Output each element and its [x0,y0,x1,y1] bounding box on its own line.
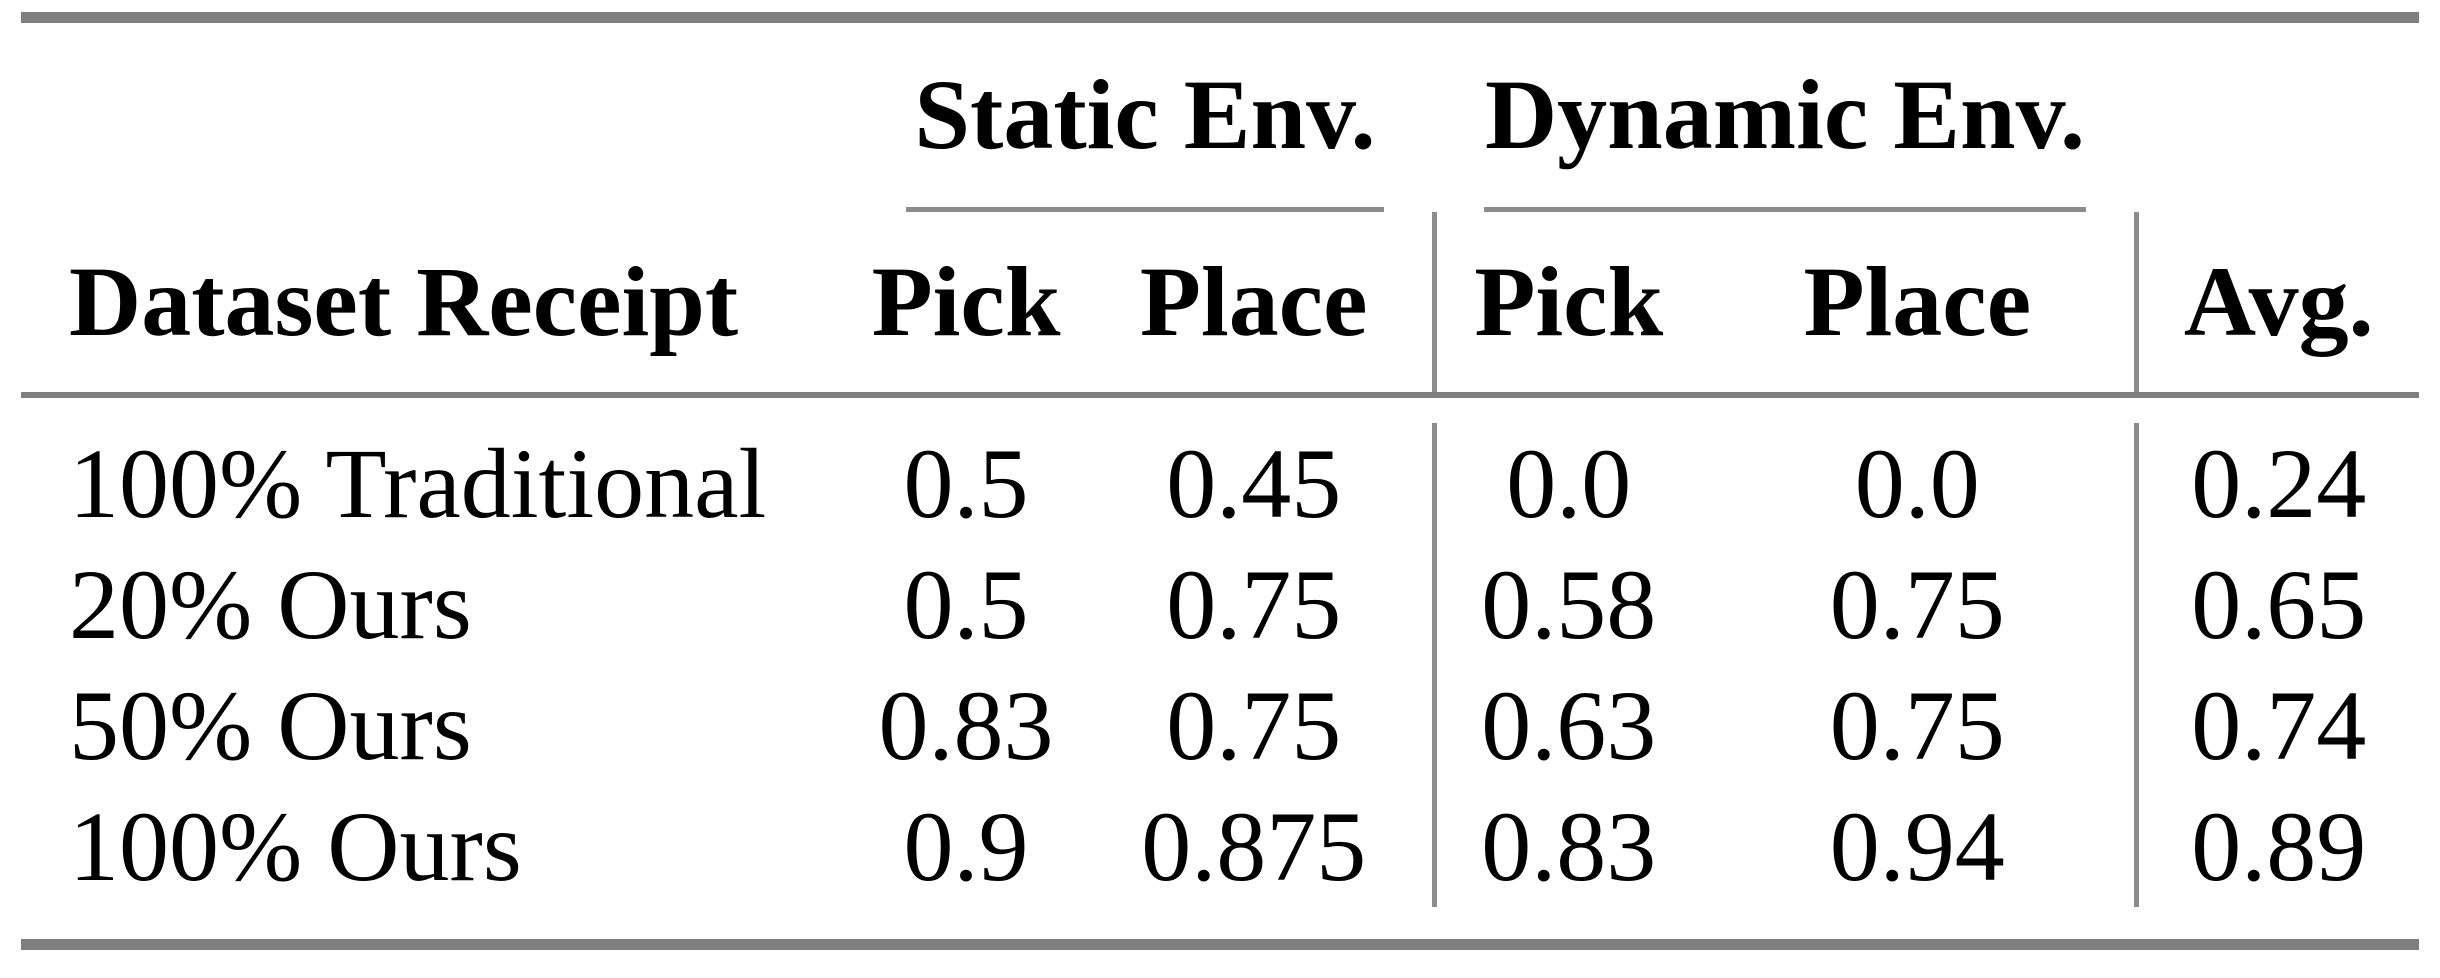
cell-static-pick: 0.5 [903,427,1029,539]
cell-static-pick: 0.83 [878,669,1054,781]
table-row-100-traditional: 100% Traditional 0.5 0.45 0.0 0.0 0.24 [21,423,2420,544]
cell-avg: 0.24 [2133,423,2420,544]
col-header-dynamic-pick: Pick [1431,212,1701,398]
column-header-row: Dataset Receipt Pick Place Pick Place Av… [21,212,2420,398]
cmidrule-static [906,207,1384,212]
col-header-dynamic-place: Place [1701,212,2137,398]
cell-dynamic-place: 0.75 [1829,669,2005,781]
cell-static-place: 0.75 [1166,669,1342,781]
col-header-static-pick: Pick [856,212,1076,398]
spacer-row [21,907,2419,945]
spacer-row [21,395,2419,423]
cell-avg: 0.74 [2133,665,2420,786]
group-header-dynamic-env: Dynamic Env. [1434,18,2136,212]
table-row-20-ours: 20% Ours 0.5 0.75 0.58 0.75 0.65 [21,544,2420,665]
cell-dynamic-place: 0.94 [1829,790,2005,902]
cell-dynamic-pick: 0.83 [1431,786,1701,907]
group-header-row: Static Env. Dynamic Env. [21,18,2419,213]
cell-static-place: 0.75 [1166,548,1342,660]
cell-static-pick: 0.5 [903,548,1029,660]
results-table: Static Env. Dynamic Env. Dataset Receipt… [21,12,2420,950]
cell-avg: 0.89 [2133,786,2420,907]
group-header-empty-right [2136,18,2419,213]
col-header-dataset-receipt: Dataset Receipt [21,212,856,398]
cell-dynamic-place: 0.0 [1854,427,1980,539]
cmidrule-dynamic [1484,207,2087,212]
table-row-50-ours: 50% Ours 0.83 0.75 0.63 0.75 0.74 [21,665,2420,786]
cell-dynamic-place: 0.75 [1829,548,2005,660]
cell-avg: 0.65 [2133,544,2420,665]
col-header-static-place: Place [1076,212,1434,398]
cell-static-pick: 0.9 [903,790,1029,902]
cell-static-place: 0.875 [1141,790,1367,902]
cell-dataset: 50% Ours [69,669,472,781]
cell-dataset: 100% Ours [69,790,522,902]
cell-static-place: 0.45 [1166,427,1342,539]
cell-dataset: 100% Traditional [69,427,767,539]
cell-dataset: 20% Ours [69,548,472,660]
table-row-100-ours: 100% Ours 0.9 0.875 0.83 0.94 0.89 [21,786,2420,907]
group-header-static-env: Static Env. [856,18,1434,212]
cell-dynamic-pick: 0.0 [1431,423,1701,544]
col-header-avg: Avg. [2133,212,2420,398]
cell-dynamic-pick: 0.63 [1431,665,1701,786]
cell-dynamic-pick: 0.58 [1431,544,1701,665]
group-header-dynamic-env-label: Dynamic Env. [1484,59,2086,170]
group-header-static-env-label: Static Env. [914,59,1376,170]
group-header-empty-left [21,18,856,213]
